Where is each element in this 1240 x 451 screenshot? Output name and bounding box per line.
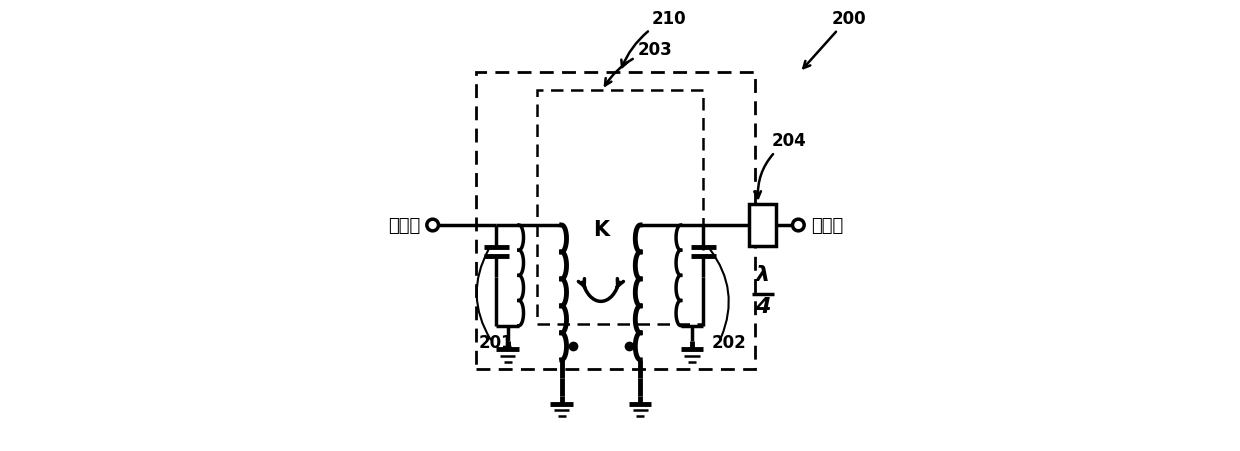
Text: 204: 204: [754, 132, 806, 198]
Text: 203: 203: [605, 41, 673, 86]
Bar: [749, 204, 776, 247]
Text: 4: 4: [755, 296, 770, 316]
Text: 202: 202: [712, 333, 746, 351]
Text: 201: 201: [479, 333, 513, 351]
Text: 200: 200: [804, 10, 866, 69]
Bar: [537, 91, 703, 324]
Text: 第二端: 第二端: [811, 216, 843, 235]
Text: λ: λ: [756, 265, 770, 285]
Text: 210: 210: [621, 10, 686, 68]
Text: K: K: [593, 220, 609, 240]
Bar: [476, 73, 755, 369]
Text: 第一端: 第一端: [388, 216, 420, 235]
